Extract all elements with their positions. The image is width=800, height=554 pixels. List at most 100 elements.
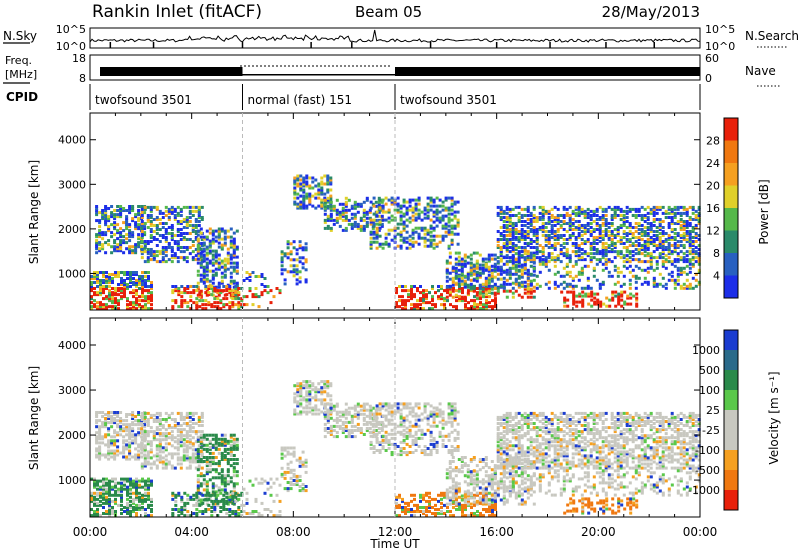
power-cell <box>117 283 120 286</box>
velocity-cell <box>137 431 141 435</box>
power-cell <box>404 307 407 311</box>
power-cell <box>278 291 282 295</box>
power-cell <box>347 218 351 222</box>
power-cell <box>179 232 183 235</box>
power-cell <box>566 304 570 308</box>
power-cell <box>105 287 108 290</box>
power-cell <box>673 205 677 209</box>
power-cell <box>616 270 620 274</box>
velocity-cell <box>141 506 144 509</box>
power-cell <box>685 220 689 223</box>
power-cell <box>105 305 108 309</box>
power-cell <box>408 234 412 238</box>
power-cell <box>607 250 611 254</box>
power-cell <box>438 220 442 224</box>
power-cell <box>235 245 239 249</box>
power-cell <box>634 252 638 256</box>
velocity-cell <box>220 488 224 492</box>
velocity-cell <box>197 466 201 470</box>
velocity-cell <box>140 464 144 468</box>
power-cell <box>643 207 647 211</box>
power-cell <box>110 251 114 255</box>
power-cell <box>565 211 569 215</box>
power-cell <box>164 254 168 258</box>
velocity-cell <box>101 425 105 429</box>
power-cell <box>369 246 373 250</box>
velocity-cell <box>164 434 168 438</box>
power-cell <box>143 222 147 225</box>
power-cell <box>320 188 324 192</box>
power-cell <box>523 258 527 262</box>
power-cell <box>688 244 692 247</box>
power-cell <box>568 274 572 278</box>
power-cell <box>550 228 554 231</box>
power-cell <box>456 242 460 246</box>
velocity-cell <box>220 482 224 486</box>
power-cell <box>635 298 639 302</box>
power-cell <box>114 293 117 297</box>
power-cell <box>280 264 284 268</box>
velocity-cell <box>231 501 235 505</box>
power-cell <box>607 234 611 237</box>
power-cell <box>505 242 509 245</box>
power-cell <box>107 239 111 243</box>
power-cell <box>293 180 297 184</box>
power-cell <box>583 216 587 219</box>
power-cell <box>220 271 224 275</box>
velocity-cell <box>164 448 168 452</box>
power-cell <box>526 272 530 276</box>
power-cell <box>652 244 656 247</box>
power-cell <box>473 303 476 307</box>
power-cell <box>456 200 460 204</box>
power-cell <box>472 278 476 282</box>
power-cell <box>565 264 569 268</box>
velocity-cell <box>205 472 209 476</box>
velocity-cell <box>185 430 189 434</box>
power-cell <box>183 301 187 305</box>
velocity-cell <box>161 418 165 421</box>
velocity-cell <box>196 468 200 472</box>
power-cell <box>625 234 629 237</box>
power-cell <box>586 254 590 258</box>
velocity-cell <box>108 493 111 497</box>
power-cell <box>646 222 650 225</box>
power-cell <box>128 245 132 249</box>
power-cell <box>526 268 530 272</box>
power-cell <box>568 254 572 258</box>
velocity-cell <box>113 451 117 455</box>
power-cell <box>155 250 159 254</box>
power-cell <box>141 307 144 311</box>
power-cell <box>289 252 293 256</box>
power-cell <box>123 295 126 299</box>
velocity-cell <box>134 439 138 443</box>
velocity-cell <box>176 458 180 462</box>
power-cell <box>478 286 482 290</box>
power-cell <box>517 283 521 287</box>
power-cell <box>562 238 566 241</box>
power-cell <box>296 174 300 178</box>
power-cell <box>583 258 587 262</box>
power-cell <box>620 290 624 294</box>
power-cell <box>146 240 150 243</box>
power-cell <box>616 228 620 231</box>
power-cell <box>499 218 503 221</box>
power-cell <box>649 236 653 239</box>
power-cell <box>161 248 165 251</box>
power-cell <box>205 257 209 261</box>
velocity-cell <box>192 512 196 515</box>
power-cell <box>652 218 656 221</box>
power-cell <box>102 281 105 284</box>
power-cell <box>691 262 695 266</box>
power-cell <box>323 200 327 204</box>
power-cell <box>652 280 656 284</box>
velocity-cell <box>137 453 141 457</box>
velocity-cell <box>135 508 138 511</box>
power-cell <box>129 303 132 307</box>
power-cell <box>535 252 539 256</box>
velocity-cell <box>158 458 162 462</box>
power-cell <box>616 274 620 278</box>
power-cell <box>401 299 404 303</box>
velocity-cell <box>217 464 221 468</box>
power-cell <box>676 258 680 262</box>
velocity-cell <box>102 506 105 509</box>
